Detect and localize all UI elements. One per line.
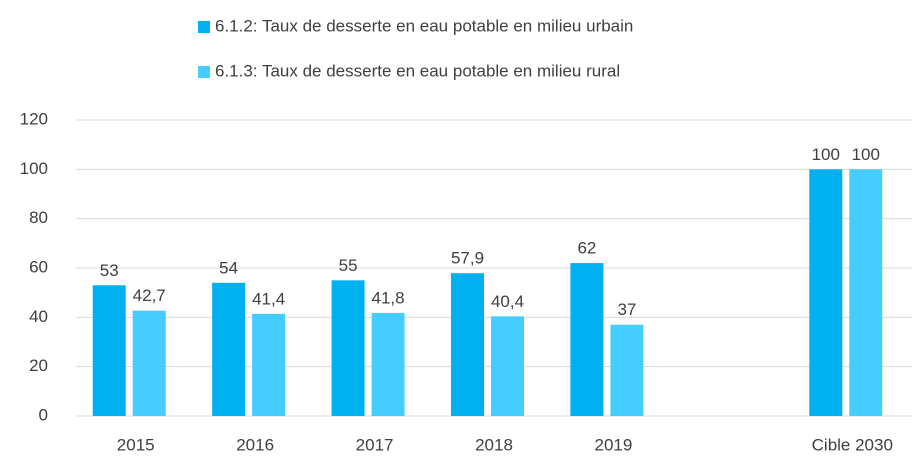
y-tick-label: 120 [20,109,48,128]
bar [491,316,524,416]
x-tick-label: 2016 [236,435,274,454]
data-label: 41,8 [372,288,405,307]
bar [610,324,644,416]
legend-swatch [198,66,210,78]
legend-swatch [198,21,210,33]
data-label: 62 [577,239,596,258]
data-label: 57,9 [451,249,484,268]
data-label: 100 [852,145,880,164]
bar [132,310,166,416]
data-label: 40,4 [491,292,524,311]
data-label: 54 [219,258,238,277]
y-tick-label: 20 [29,356,48,375]
bar [849,169,883,416]
bar [92,285,126,416]
y-tick-label: 100 [20,159,48,178]
data-label: 41,4 [252,289,285,308]
data-label: 100 [812,145,840,164]
data-label: 55 [339,256,358,275]
legend-label: 6.1.3: Taux de desserte en eau potable e… [215,61,620,80]
data-label: 42,7 [133,286,166,305]
bar [451,273,484,416]
y-tick-label: 40 [29,307,48,326]
y-tick-label: 0 [39,405,48,424]
bar [252,313,286,416]
x-tick-label: 2019 [595,435,633,454]
data-label: 37 [617,300,636,319]
bar [809,169,843,416]
bar [212,282,246,416]
bar [331,280,365,416]
x-tick-label: 2017 [356,435,394,454]
data-label: 53 [100,261,119,280]
x-tick-label: 2018 [475,435,513,454]
bar [371,312,405,416]
x-tick-label: Cible 2030 [812,435,893,454]
y-tick-label: 60 [29,257,48,276]
y-tick-label: 80 [29,208,48,227]
legend-label: 6.1.2: Taux de desserte en eau potable e… [215,16,633,35]
x-tick-label: 2015 [117,435,155,454]
bar [570,263,604,416]
